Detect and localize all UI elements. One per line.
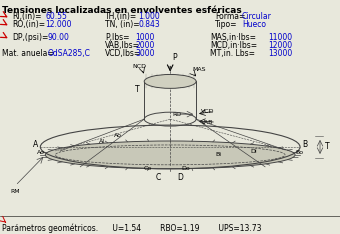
Text: P: P <box>172 53 177 62</box>
Text: P,lbs=: P,lbs= <box>105 33 130 42</box>
Text: MAS: MAS <box>192 67 206 72</box>
Text: Al: Al <box>99 139 105 144</box>
Text: Mat. anuela=: Mat. anuela= <box>2 49 54 58</box>
Text: Hueco: Hueco <box>242 20 266 29</box>
Text: 11000: 11000 <box>268 33 292 42</box>
Text: 90.00: 90.00 <box>47 33 69 42</box>
Text: A: A <box>33 140 38 150</box>
Text: VAB: VAB <box>201 120 214 125</box>
Text: MAS,in·lbs=: MAS,in·lbs= <box>210 33 256 42</box>
Text: Parámetros geométricos.      U=1.54        RBO=1.19        UPS=13.73: Parámetros geométricos. U=1.54 RBO=1.19 … <box>2 224 262 233</box>
Text: Di: Di <box>250 149 257 154</box>
Text: RO: RO <box>172 112 182 117</box>
Text: Forma=: Forma= <box>215 12 245 21</box>
Text: MCD,in·lbs=: MCD,in·lbs= <box>210 41 257 50</box>
Text: NCD: NCD <box>132 64 146 69</box>
Text: Bi: Bi <box>215 152 221 157</box>
Text: 1000: 1000 <box>135 33 155 42</box>
Text: Co: Co <box>144 166 152 171</box>
Text: RO,(in)=: RO,(in)= <box>12 20 46 29</box>
Text: Do: Do <box>182 166 190 171</box>
Text: 12.000: 12.000 <box>45 20 72 29</box>
Text: OdSA285,C: OdSA285,C <box>47 49 90 58</box>
Text: 60.55: 60.55 <box>45 12 67 21</box>
Text: Ao: Ao <box>114 132 122 138</box>
Text: 12000: 12000 <box>268 41 292 50</box>
Ellipse shape <box>45 141 295 169</box>
Text: 3000: 3000 <box>135 49 155 58</box>
Text: VCD,lbs=: VCD,lbs= <box>105 49 141 58</box>
Text: 2000: 2000 <box>135 41 155 50</box>
Text: Bo: Bo <box>295 150 303 155</box>
Text: 13000: 13000 <box>268 49 292 58</box>
Text: Tipo=: Tipo= <box>215 20 238 29</box>
Text: D: D <box>177 173 183 182</box>
Ellipse shape <box>144 74 196 88</box>
Text: TH,(in)=: TH,(in)= <box>105 12 137 21</box>
Text: T: T <box>135 85 139 94</box>
Text: VCD: VCD <box>201 109 215 114</box>
Text: TN, (in)=: TN, (in)= <box>105 20 140 29</box>
Text: MT: MT <box>173 84 183 89</box>
Text: RM: RM <box>10 189 20 194</box>
Text: VAB,lbs=: VAB,lbs= <box>105 41 140 50</box>
Text: 1.000: 1.000 <box>138 12 160 21</box>
Text: Ao: Ao <box>37 150 45 155</box>
Text: Circular: Circular <box>242 12 272 21</box>
Text: Tensiones localizadas en envolventes esféricas: Tensiones localizadas en envolventes esf… <box>2 6 242 15</box>
Text: 0.843: 0.843 <box>138 20 160 29</box>
Text: MT,in. Lbs=: MT,in. Lbs= <box>210 49 255 58</box>
Text: RI,(in)=: RI,(in)= <box>12 12 42 21</box>
Text: B: B <box>302 140 307 150</box>
Text: C: C <box>156 173 161 182</box>
Text: T: T <box>325 143 330 151</box>
Text: DP,(psi)=: DP,(psi)= <box>12 33 49 42</box>
